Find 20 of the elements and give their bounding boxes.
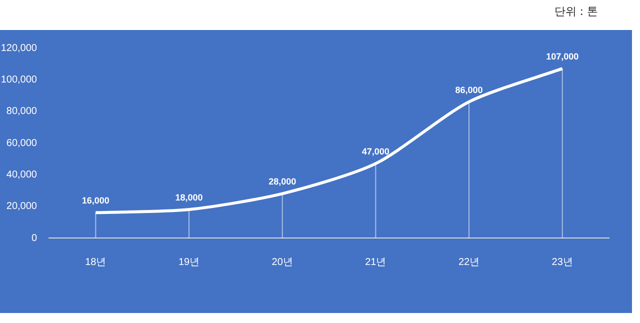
y-tick-label: 120,000 xyxy=(0,42,38,54)
data-label: 18,000 xyxy=(175,192,203,202)
y-tick-label: 100,000 xyxy=(0,74,38,86)
x-tick-label: 22년 xyxy=(458,256,480,268)
x-tick-label: 18년 xyxy=(85,256,106,268)
data-label: 28,000 xyxy=(268,176,296,187)
data-label: 86,000 xyxy=(455,84,483,95)
x-tick-label: 20년 xyxy=(272,256,293,268)
data-label: 107,000 xyxy=(546,52,579,62)
y-tick-label: 20,000 xyxy=(6,201,38,212)
data-label: 47,000 xyxy=(362,146,390,157)
x-tick-label: 19년 xyxy=(178,256,200,268)
data-label: 16,000 xyxy=(82,196,110,206)
y-tick-label: 60,000 xyxy=(6,138,38,149)
text: 단위 : 톤 xyxy=(554,4,598,19)
y-tick-label: 80,000 xyxy=(6,106,38,118)
x-tick-label: 23년 xyxy=(552,256,573,268)
y-tick-label: 40,000 xyxy=(6,169,38,180)
y-tick-label: 0 xyxy=(31,232,38,244)
x-tick-label: 21년 xyxy=(365,256,386,268)
